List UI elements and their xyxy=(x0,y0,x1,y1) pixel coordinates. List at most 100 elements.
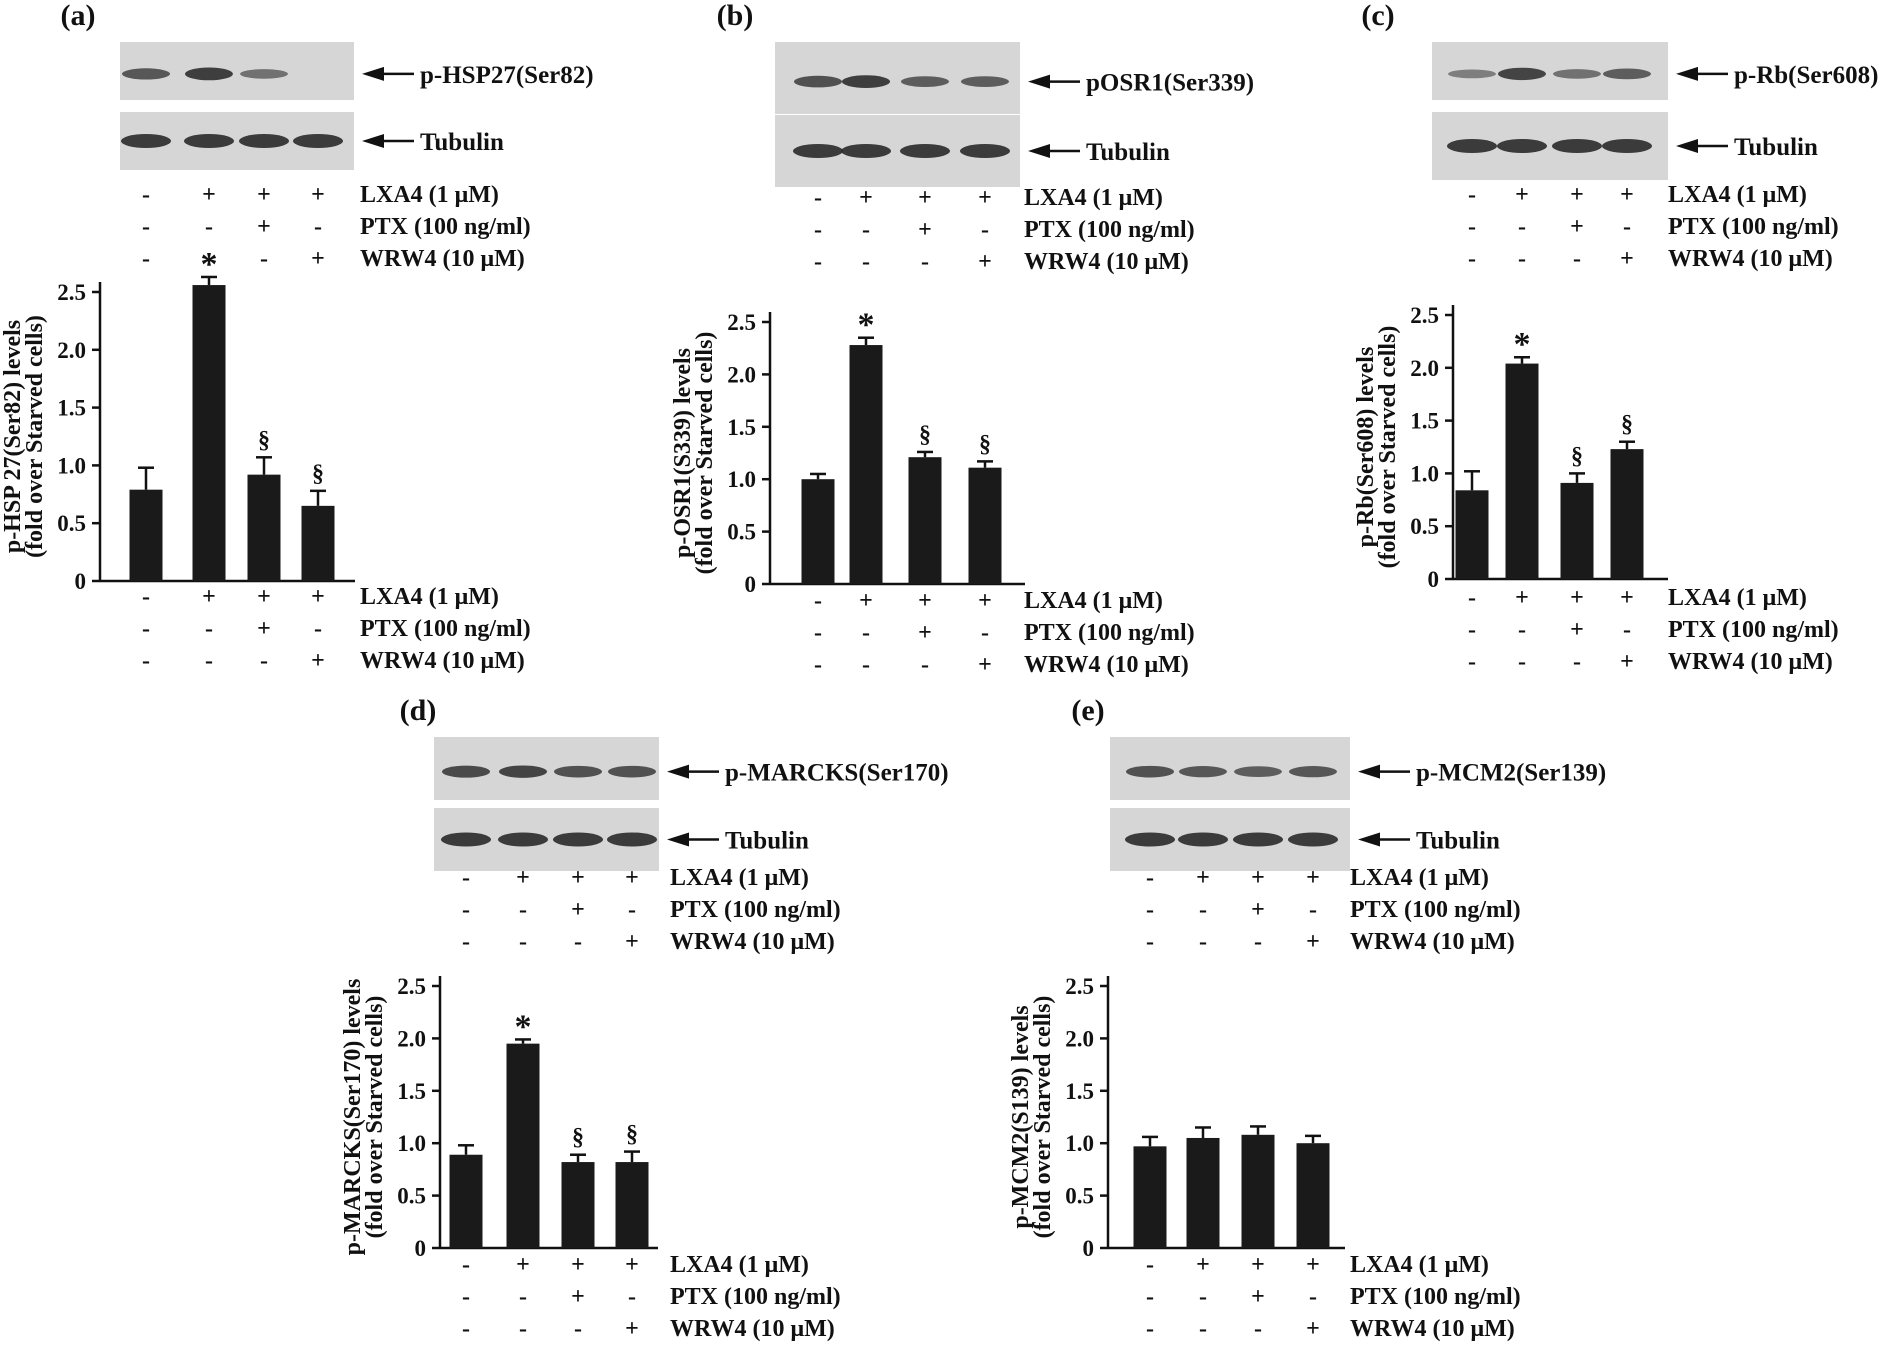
y-tick-label: 0 xyxy=(75,569,87,594)
blot-arrow xyxy=(1676,66,1728,81)
treatment-sign: - xyxy=(862,249,870,275)
y-tick-label: 1.5 xyxy=(1410,409,1439,434)
panel-label: (c) xyxy=(1361,0,1394,32)
y-tick-label: 0 xyxy=(1428,567,1440,592)
tubulin-band xyxy=(607,832,657,847)
significance-star: * xyxy=(201,246,218,283)
treatment-sign: - xyxy=(142,616,150,642)
blot-arrow xyxy=(1358,764,1410,779)
treatment-sign: + xyxy=(918,185,932,211)
significance-section: § xyxy=(1621,412,1633,438)
treatment-sign: - xyxy=(260,246,268,272)
treatment-label: LXA4 (1 μM) xyxy=(1350,1252,1489,1278)
y-axis-label: p-Rb(Ser608) levels xyxy=(1353,347,1379,548)
treatment-sign: - xyxy=(1468,585,1476,611)
bar-chart: 0 0.5 1.0 1.5 2.0 2.5 p-Rb(Ser608) levels(fold… xyxy=(1353,303,1668,592)
tubulin-label: Tubulin xyxy=(420,129,504,156)
tubulin-label: Tubulin xyxy=(1086,139,1170,166)
treatment-sign: + xyxy=(257,584,271,610)
phospho-band xyxy=(1126,765,1174,778)
bar xyxy=(1133,1146,1167,1248)
bar xyxy=(801,479,835,584)
treatment-sign: - xyxy=(462,1252,470,1278)
treatment-sign: - xyxy=(462,1284,470,1310)
tubulin-band xyxy=(121,134,171,148)
phospho-band xyxy=(961,76,1009,87)
treatment-sign: - xyxy=(1518,617,1526,643)
panel-b: (b)pOSR1(Ser339)Tubulin- + + + LXA4 (1 μM)- -… xyxy=(670,0,1254,678)
tubulin-arrow xyxy=(1028,144,1080,158)
treatment-sign: - xyxy=(1623,617,1631,643)
bar xyxy=(129,489,163,581)
tubulin-arrow-head xyxy=(1358,832,1380,847)
treatment-sign: - xyxy=(1468,246,1476,272)
y-tick-label: 0.5 xyxy=(727,520,756,545)
phospho-band xyxy=(185,67,233,81)
y-tick-label: 2.5 xyxy=(1410,303,1439,328)
bar xyxy=(1610,449,1644,579)
treatment-sign: + xyxy=(311,246,325,272)
treatment-sign: + xyxy=(1515,182,1529,208)
treatment-label: LXA4 (1 μM) xyxy=(1668,585,1807,611)
bar xyxy=(968,467,1002,584)
tubulin-band xyxy=(1552,139,1602,153)
bar xyxy=(561,1162,595,1248)
tubulin-band xyxy=(1288,832,1338,847)
treatment-sign: - xyxy=(1146,1284,1154,1310)
y-tick-label: 1.0 xyxy=(727,467,756,492)
significance-section: § xyxy=(1571,443,1583,469)
bar xyxy=(1505,363,1539,579)
treatment-label: PTX (100 ng/ml) xyxy=(1668,617,1839,643)
treatment-sign: - xyxy=(1199,897,1207,923)
bar xyxy=(849,345,883,584)
treatment-sign: - xyxy=(1573,649,1581,675)
blot-arrow-head xyxy=(362,66,384,81)
treatment-label: WRW4 (10 μM) xyxy=(1024,652,1189,678)
treatment-grid-blot: - + + + LXA4 (1 μM) - - + - PTX (100 ng/ml) - - - + WR… xyxy=(462,865,841,955)
western-blot xyxy=(120,42,354,170)
y-tick-label: 1.0 xyxy=(1410,461,1439,486)
treatment-sign: + xyxy=(257,182,271,208)
treatment-grid-chart: - + + + LXA4 (1 μM) - - + - PTX (100 ng/ml) - - - + WR… xyxy=(814,588,1195,678)
bar xyxy=(1560,482,1594,579)
treatment-label: LXA4 (1 μM) xyxy=(1024,588,1163,614)
phospho-band xyxy=(1179,766,1227,778)
y-tick-label: 1.5 xyxy=(1065,1079,1094,1104)
y-tick-label: 2.5 xyxy=(1065,974,1094,999)
western-blot xyxy=(434,737,659,871)
tubulin-band xyxy=(841,144,891,158)
treatment-label: WRW4 (10 μM) xyxy=(360,246,525,272)
treatment-sign: - xyxy=(142,246,150,272)
treatment-label: WRW4 (10 μM) xyxy=(1350,929,1515,955)
panel-label: (a) xyxy=(61,0,96,32)
treatment-sign: - xyxy=(814,652,822,678)
treatment-sign: + xyxy=(859,185,873,211)
y-tick-label: 0 xyxy=(745,572,757,597)
treatment-label: PTX (100 ng/ml) xyxy=(1668,214,1839,240)
tubulin-band xyxy=(1602,139,1652,153)
tubulin-arrow xyxy=(362,134,414,148)
y-tick-label: 1.5 xyxy=(397,1079,426,1104)
treatment-sign: + xyxy=(918,217,932,243)
treatment-sign: - xyxy=(1518,246,1526,272)
treatment-sign: - xyxy=(814,217,822,243)
tubulin-label: Tubulin xyxy=(1416,828,1500,855)
treatment-label: PTX (100 ng/ml) xyxy=(1350,897,1521,923)
treatment-sign: - xyxy=(142,214,150,240)
treatment-sign: - xyxy=(921,249,929,275)
panel-e: (e)p-MCM2(Ser139)Tubulin- + + + LXA4 (1 μM)-… xyxy=(1008,694,1606,1342)
treatment-label: LXA4 (1 μM) xyxy=(1024,185,1163,211)
treatment-sign: - xyxy=(921,652,929,678)
significance-section: § xyxy=(258,427,270,453)
y-axis-label-sub: (fold over Starved cells) xyxy=(692,332,718,575)
y-tick-label: 0.5 xyxy=(57,511,86,536)
tubulin-arrow xyxy=(1358,832,1410,847)
treatment-sign: - xyxy=(1468,617,1476,643)
panel-d: (d) p-MARCKS(Ser170) Tubulin - + + + LXA4 (1 μM… xyxy=(340,694,949,1342)
treatment-sign: + xyxy=(1620,585,1634,611)
y-tick-label: 2.0 xyxy=(57,338,86,363)
treatment-sign: - xyxy=(814,588,822,614)
treatment-label: PTX (100 ng/ml) xyxy=(360,214,531,240)
treatment-sign: - xyxy=(574,929,582,955)
